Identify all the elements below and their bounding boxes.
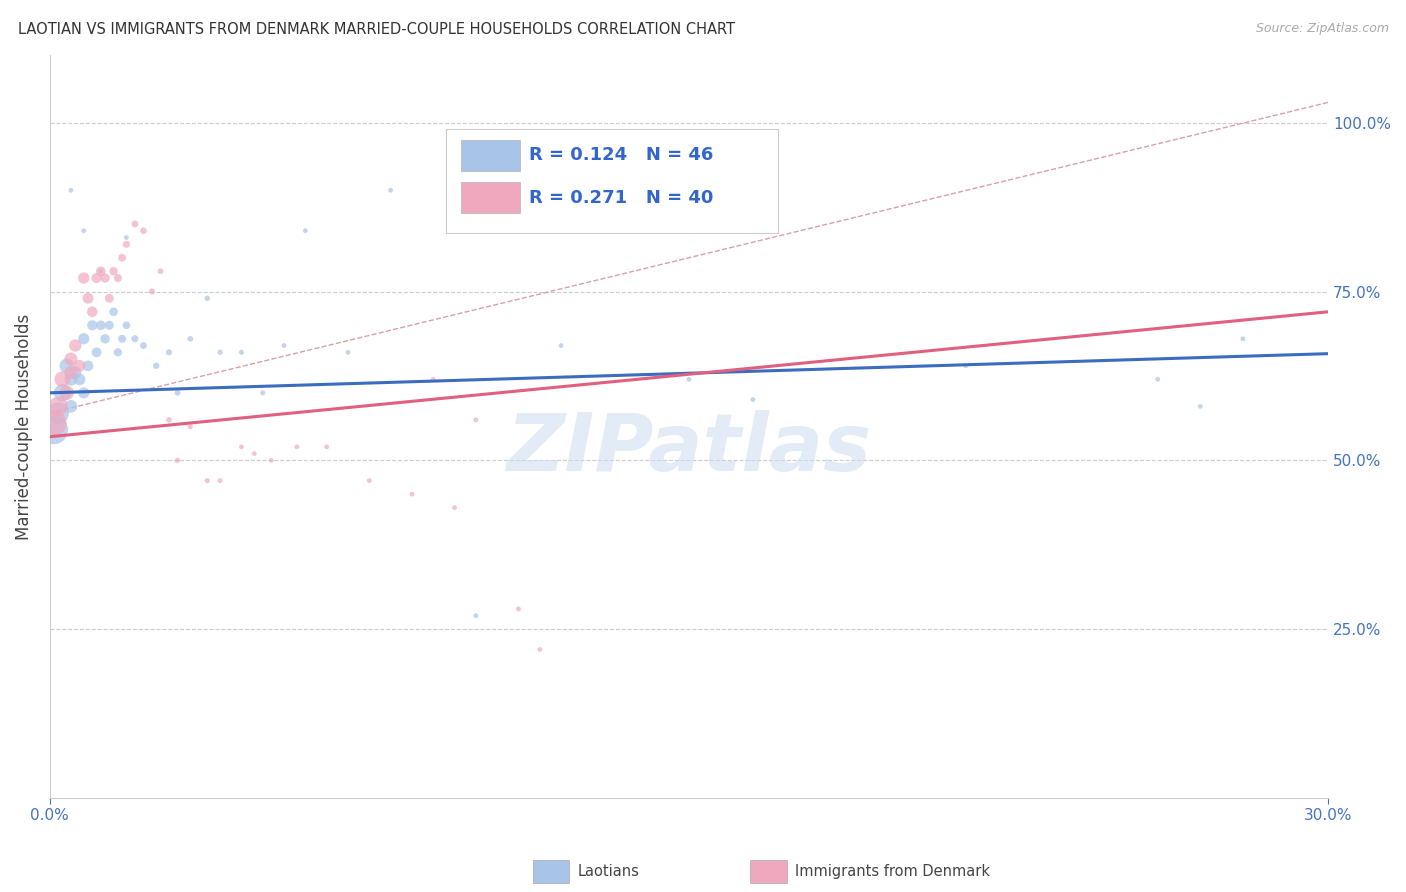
Point [179,419,201,434]
Point [59,372,82,386]
Point [73,332,96,346]
Point [443,500,465,515]
Point [157,345,180,359]
Point [359,474,381,488]
Point [273,338,295,352]
Point [59,366,82,380]
FancyBboxPatch shape [461,140,520,171]
Point [132,224,155,238]
Point [103,264,125,278]
Point [82,305,104,319]
Point [77,291,100,305]
Point [315,440,337,454]
Point [94,271,117,285]
Point [124,217,146,231]
Point [179,332,201,346]
Text: R = 0.271   N = 40: R = 0.271 N = 40 [529,189,713,207]
Point [149,264,172,278]
Point [1146,372,1168,386]
Point [111,251,134,265]
Point [145,359,167,373]
Point [124,332,146,346]
Point [59,183,82,197]
Point [103,305,125,319]
Point [336,345,359,359]
Point [55,385,77,400]
Point [252,385,274,400]
Text: R = 0.124   N = 46: R = 0.124 N = 46 [529,146,713,164]
Point [508,602,530,616]
Point [65,366,87,380]
Point [231,345,253,359]
Point [46,406,69,420]
Point [73,385,96,400]
Point [401,487,423,501]
Text: Source: ZipAtlas.com: Source: ZipAtlas.com [1256,22,1389,36]
Point [90,264,112,278]
Point [231,440,253,454]
Point [1232,332,1254,346]
Point [42,416,65,430]
Point [69,359,91,373]
Point [98,291,121,305]
Point [132,338,155,352]
Point [195,291,218,305]
Point [65,338,87,352]
Text: ZIPatlas: ZIPatlas [506,410,872,488]
Point [59,352,82,367]
Point [115,237,138,252]
FancyBboxPatch shape [461,182,520,213]
Point [741,392,763,407]
Point [422,372,444,386]
Y-axis label: Married-couple Households: Married-couple Households [15,313,32,540]
Point [166,453,188,467]
Point [94,332,117,346]
Point [141,285,163,299]
Point [260,453,283,467]
Point [115,318,138,333]
Point [42,423,65,437]
Point [90,318,112,333]
Point [51,372,73,386]
Point [98,318,121,333]
Point [678,372,700,386]
Point [90,264,112,278]
Point [209,474,232,488]
Point [209,345,232,359]
Point [82,318,104,333]
Point [243,447,266,461]
Point [46,400,69,414]
Point [550,338,572,352]
Point [115,230,138,244]
Point [955,359,977,373]
Point [69,372,91,386]
Point [380,183,402,197]
Text: Laotians: Laotians [578,864,640,879]
Point [55,359,77,373]
Text: LAOTIAN VS IMMIGRANTS FROM DENMARK MARRIED-COUPLE HOUSEHOLDS CORRELATION CHART: LAOTIAN VS IMMIGRANTS FROM DENMARK MARRI… [18,22,735,37]
FancyBboxPatch shape [446,129,779,234]
Point [107,271,129,285]
Point [59,400,82,414]
Point [464,608,486,623]
Point [157,413,180,427]
Point [73,224,96,238]
Point [529,642,551,657]
Point [464,413,486,427]
Point [195,474,218,488]
Point [51,385,73,400]
Point [166,385,188,400]
Point [1189,400,1212,414]
Point [111,332,134,346]
Point [294,224,316,238]
Point [285,440,308,454]
Point [77,359,100,373]
Point [86,271,108,285]
Point [86,345,108,359]
Point [107,345,129,359]
Text: Immigrants from Denmark: Immigrants from Denmark [794,864,990,879]
Point [73,271,96,285]
